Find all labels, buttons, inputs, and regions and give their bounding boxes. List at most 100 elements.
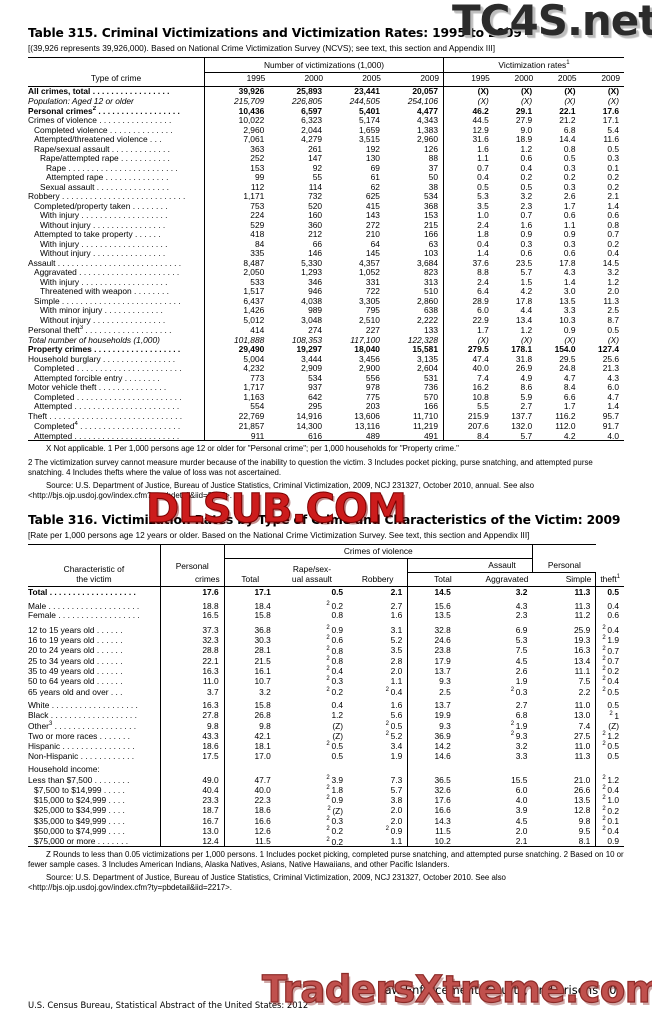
cell-value: 0.9 [595,835,624,848]
table-316-title: Table 316. Victimization Rates by Type o… [28,512,621,527]
cell-value: 11.5 [407,825,456,836]
cell-value: 28.8 [159,645,225,656]
cell-value: 133 [424,325,438,336]
cell-value: 38 [428,181,438,192]
cell-value: (Z) [595,720,624,731]
table-row: 25 to 34 years old . . . . . . 22.1 21.5 2 … [28,655,624,666]
cell-value: 17.8 [515,295,533,306]
row-label: Property crimes . . . . . . . . . . . . … [28,344,181,355]
cell-value: 32.3 [159,634,225,645]
cell-value: 0.2 [520,172,533,183]
cell-value: 2.6 [563,191,576,202]
cell-value: 2 0.9 [326,624,344,635]
table-row: $7,500 to $14,999 . . . . . 40.4 40.0 2 1.8… [28,784,624,795]
cell-value: 2 0.9 [385,826,403,836]
cell-value: 11.3 [574,600,591,611]
cell-value: 14.2 [407,740,456,752]
cell-value: 40.0 [223,784,276,795]
cell-value: 13.0 [159,825,225,836]
table-row: Threatened with weapon . . . . . . . . 1,… [28,286,624,297]
cell-value: 84 [204,239,270,249]
cell-value: 4,477 [417,105,438,116]
cell-value: 4.5 [515,655,528,666]
cell-value: 2 0.2 [326,686,344,697]
cell-value: 2 0.4 [326,665,344,676]
cell-value: 8.1 [532,835,596,848]
row-label: 25 to 34 years old . . . . . . [28,655,123,666]
cell-value: 166 [424,229,438,240]
cell-value: 91.7 [602,421,619,432]
cell-value [159,764,225,775]
cell-value: (X) [607,95,619,106]
cell-value: 36.5 [407,774,456,785]
cell-value: 13.4 [574,655,591,666]
cell-value: 3.9 [515,805,528,816]
cell-value: 17.6 [602,105,619,116]
cell-value: 0.9 [563,325,576,336]
cell-value: 2.1 [455,835,533,848]
cell-value: 29,490 [204,344,270,355]
cell-value: 0.5 [607,325,619,336]
cell-value: 215.9 [442,411,494,421]
fn316-1-text: Z Rounds to less than 0.05 victimization… [28,850,624,870]
table-316-col-assault-total: Total [407,572,456,587]
cell-value: 13,116 [354,421,380,432]
cell-value: 49.0 [159,774,225,785]
cell-value: (X) [537,85,581,97]
cell-value: 26.6 [574,784,591,795]
table-row: Completed4 . . . . . . . . . . . . . . .… [28,420,624,432]
cell-value: 12.6 [223,825,276,836]
cell-value: 13.4 [515,314,533,325]
table-row: Other3 . . . . . . . . . . . . . . . . .… [28,720,624,731]
cell-value: 15.8 [223,700,276,710]
table-row: All crimes, total . . . . . . . . . . . … [28,85,624,97]
cell-value: 22.1 [559,105,576,116]
cell-value: (Z) [332,730,344,741]
cell-value: 8.4 [442,430,494,442]
cell-value: 14.3 [407,815,456,826]
cell-value: 0.9 [563,229,576,240]
cell-value: 254,106 [407,95,438,106]
table-row: Completed/property taken . . . . . . . .… [28,201,624,211]
row-label: With injury . . . . . . . . . . . . . . … [40,239,168,249]
cell-value: 103 [424,248,438,259]
cell-value: 2.0 [515,826,528,836]
cell-value: 2.1 [607,191,619,202]
cell-value: 50 [428,172,438,183]
table-row: Attempted rape . . . . . . . . . . . . .… [28,172,624,183]
cell-value: 1,383 [417,124,438,135]
table-315-group-header-counts: Number of victimizations (1,000) [204,56,444,74]
table-row: Sexual assault . . . . . . . . . . . . .… [28,182,624,192]
rape-line1: Rape/sex- [292,564,332,575]
cell-value: 11,219 [412,421,438,432]
row-label: Attempted forcible entry . . . . . . . . [34,373,160,383]
cell-value: 0.6 [520,248,533,259]
cell-value: 44.5 [442,115,494,126]
cell-value: 14.5 [602,257,619,268]
cell-value [223,764,276,775]
cell-value: 4.9 [520,372,533,383]
cell-value: 13.5 [559,295,576,306]
cell-value: 2 0.4 [595,784,624,795]
cell-value: 2.2 [578,686,591,697]
cell-value: 4,038 [301,295,323,306]
row-label: Aggravated . . . . . . . . . . . . . . .… [34,267,180,278]
cell-value: 823 [424,267,438,278]
cell-value: 63 [428,238,438,249]
cell-value: 6.9 [515,624,528,635]
table-row: Personal crimes2 . . . . . . . . . . . .… [28,105,624,116]
cell-value: 3,135 [417,353,438,364]
cell-value: 3,305 [358,295,380,306]
row-label: Female . . . . . . . . . . . . . . . . .… [28,610,140,621]
cell-value: 24.8 [559,363,576,374]
table-row: Without injury . . . . . . . . . . . . .… [28,220,624,230]
row-label: 35 to 49 years old . . . . . . [28,665,123,676]
cell-value: 99 [204,172,270,183]
cell-value: 7.3 [390,774,403,785]
cell-value: 15.8 [223,610,276,621]
table-row: Motor vehicle theft . . . . . . . . . . … [28,382,624,393]
cell-value: 11.6 [603,134,619,145]
cell-value: 2 0.6 [326,635,344,646]
table-315-col-2000b: 2000 [514,73,534,84]
table-row: Property crimes . . . . . . . . . . . . … [28,344,624,355]
